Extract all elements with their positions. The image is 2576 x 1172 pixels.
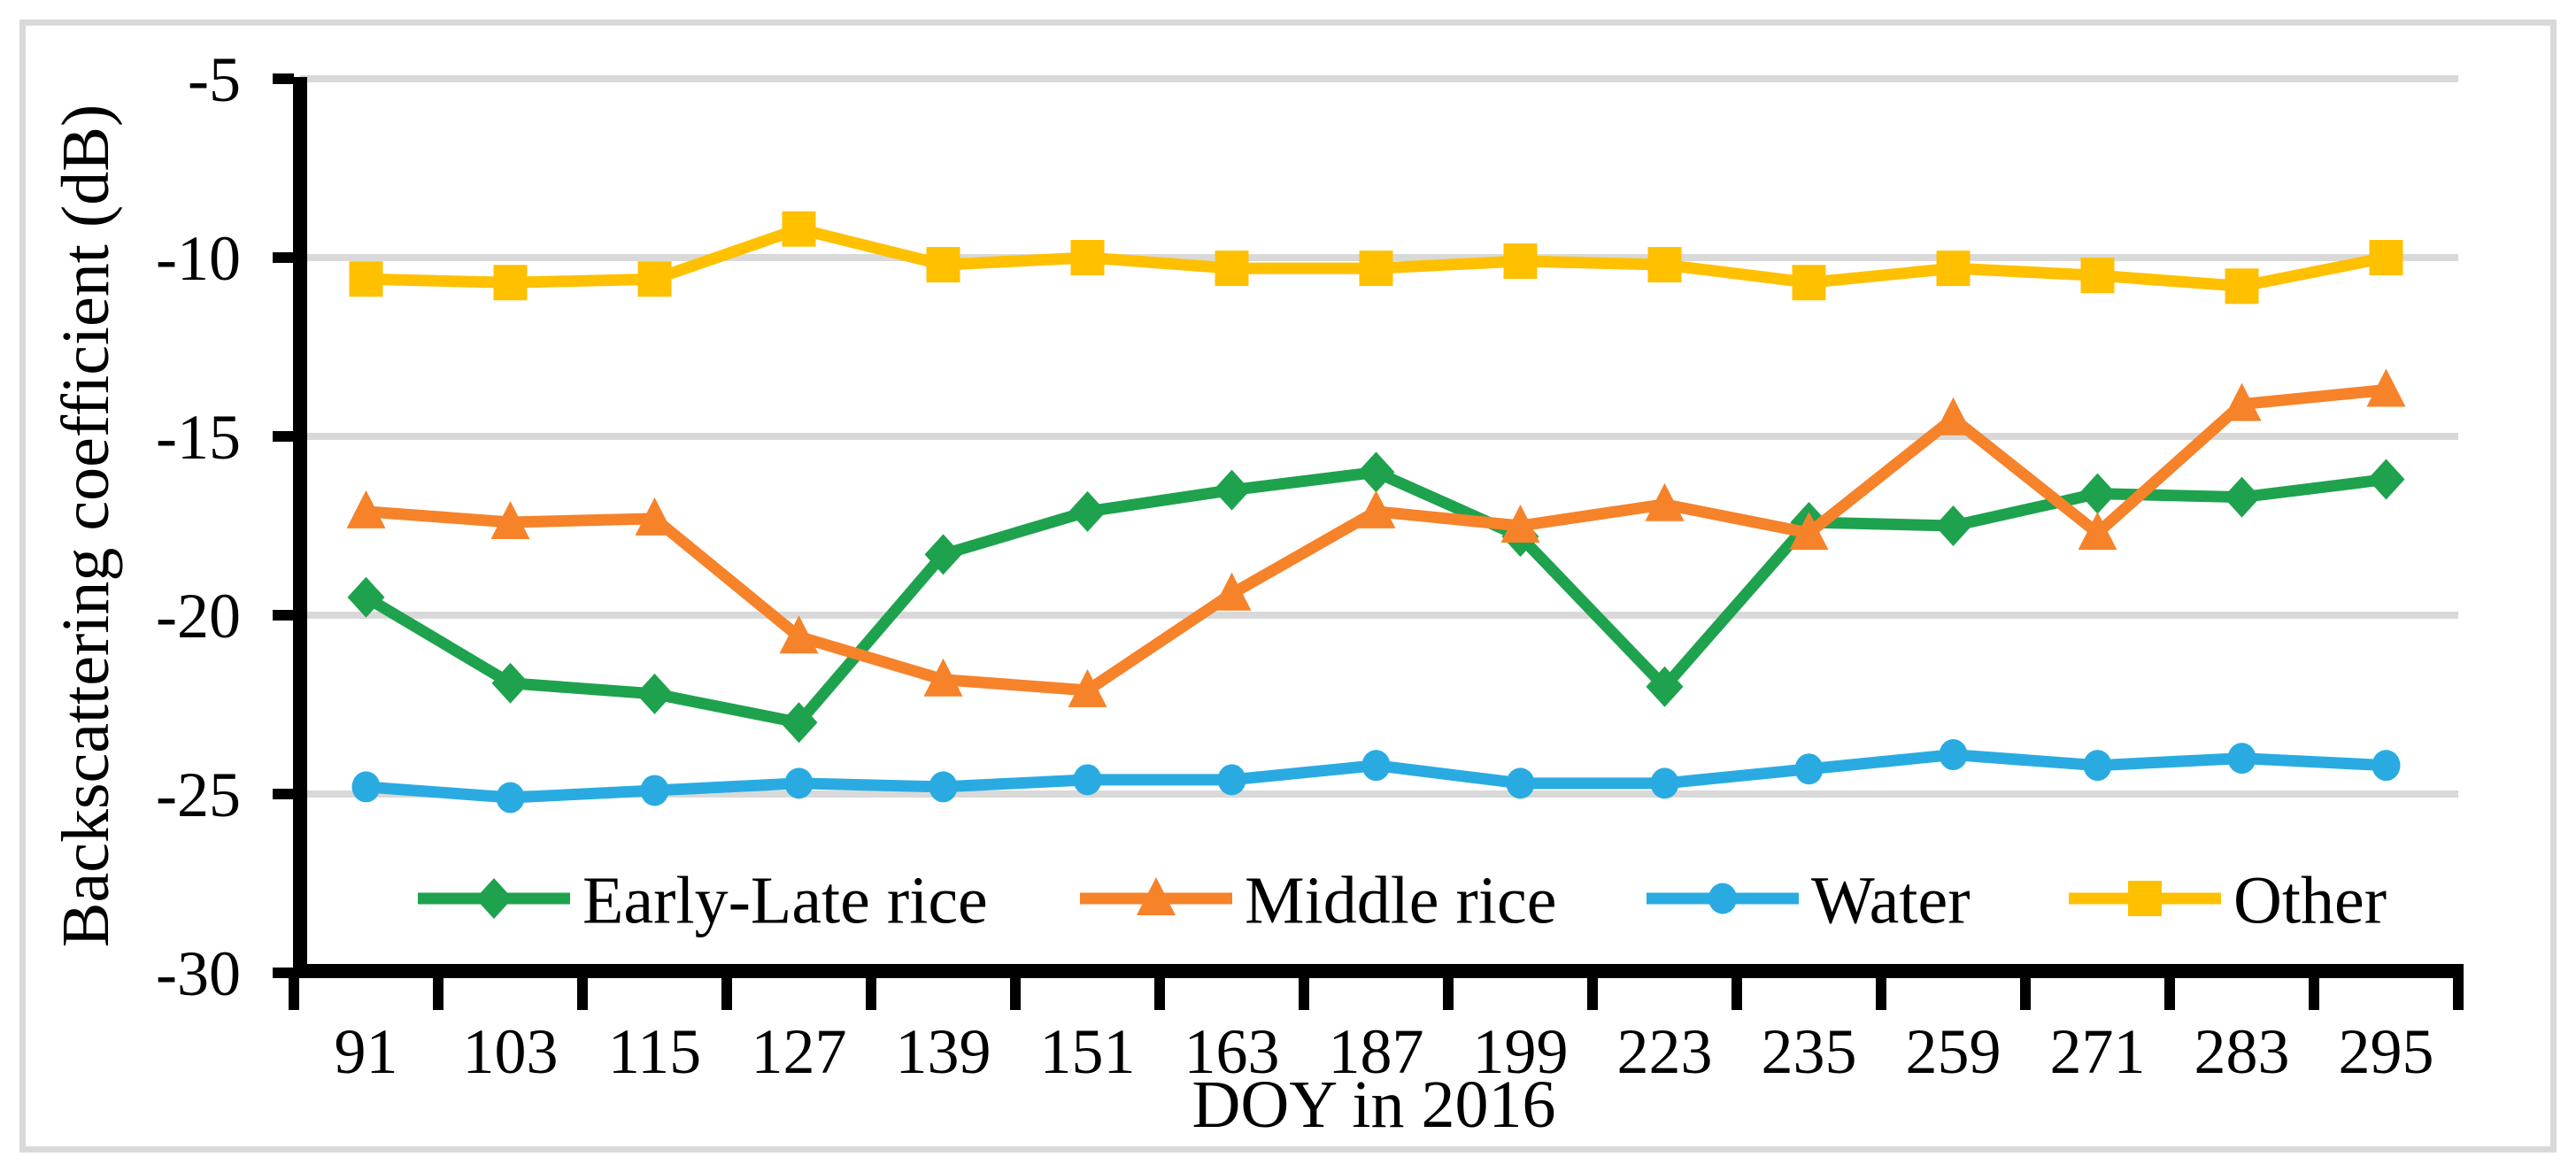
diamond-marker-103 <box>491 662 529 704</box>
x-tick-label: 163 <box>1184 1016 1280 1087</box>
square-marker-103 <box>493 265 528 301</box>
x-tick-label: 199 <box>1473 1016 1569 1087</box>
square-marker-115 <box>637 261 672 297</box>
triangle-marker-127 <box>779 615 819 654</box>
square-marker-283 <box>2225 268 2259 305</box>
y-tick-label: -30 <box>156 938 241 1009</box>
square-marker-187 <box>1359 251 1393 287</box>
triangle-marker-283 <box>2222 382 2262 421</box>
x-tick-label: 259 <box>1906 1016 2001 1087</box>
triangle-marker-295 <box>2366 368 2406 407</box>
triangle-marker-91 <box>346 490 386 528</box>
legend-group: Early-Late rice Middle rice Water Other <box>418 863 2387 937</box>
triangle-marker-151 <box>1068 668 1107 707</box>
triangle-marker-271 <box>2078 512 2117 551</box>
series-group <box>346 211 2406 813</box>
circle-marker-271 <box>2083 750 2112 782</box>
triangle-marker-187 <box>1356 490 1396 528</box>
circle-marker-187 <box>1361 750 1391 782</box>
diamond-marker-163 <box>1213 469 1251 511</box>
x-tick-label: 139 <box>896 1016 991 1087</box>
diamond-marker-151 <box>1068 490 1107 532</box>
diamond-marker-127 <box>780 702 818 744</box>
circle-marker-139 <box>929 771 958 803</box>
circle-marker-151 <box>1073 764 1102 796</box>
circle-marker-223 <box>1650 767 1679 799</box>
x-tick-label: 235 <box>1762 1016 1857 1087</box>
diamond-marker-271 <box>2079 473 2117 514</box>
diamond-marker-223 <box>1646 666 1684 707</box>
legend-diamond-marker <box>475 878 513 919</box>
circle-marker-199 <box>1506 767 1535 799</box>
y-tick-label: -20 <box>156 581 241 652</box>
circle-marker-283 <box>2227 743 2256 775</box>
y-tick-label: -15 <box>156 402 241 473</box>
square-marker-235 <box>1792 265 1826 301</box>
y-tick-label: -10 <box>156 223 241 294</box>
circle-marker-235 <box>1794 753 1824 785</box>
x-tick-label: 127 <box>752 1016 847 1087</box>
legend-label: Water <box>1811 863 1971 937</box>
circle-marker-127 <box>784 767 814 799</box>
square-marker-91 <box>349 261 383 297</box>
square-marker-151 <box>1070 240 1105 275</box>
legend-triangle-marker <box>1137 877 1176 915</box>
y-tick-label: -5 <box>188 44 241 115</box>
x-tick-label: 271 <box>2050 1016 2146 1087</box>
triangle-marker-259 <box>1933 397 1973 436</box>
square-marker-295 <box>2369 240 2403 275</box>
triangle-marker-199 <box>1500 505 1540 543</box>
circle-marker-295 <box>2372 750 2401 782</box>
diamond-marker-295 <box>2367 459 2405 500</box>
square-marker-259 <box>1936 251 1971 287</box>
triangle-marker-163 <box>1212 572 1252 611</box>
square-marker-163 <box>1215 251 1249 287</box>
legend-label: Middle rice <box>1245 863 1556 937</box>
x-tick-label: 295 <box>2339 1016 2434 1087</box>
legend-label: Other <box>2233 863 2387 937</box>
y-axis-title: Backscattering coefficient (dB) <box>49 104 123 947</box>
square-marker-127 <box>782 211 816 247</box>
x-tick-label: 103 <box>463 1016 559 1087</box>
x-axis-title: DOY in 2016 <box>1192 1068 1556 1142</box>
square-marker-139 <box>926 247 960 283</box>
circle-marker-103 <box>496 782 525 813</box>
axes-group: -5 -10 -15 -20 -25 -30 91 103 115 127 139 151 163 187… <box>156 44 2464 1087</box>
diamond-marker-139 <box>924 534 962 575</box>
triangle-marker-235 <box>1789 512 1829 551</box>
diamond-marker-259 <box>1934 505 1972 546</box>
diamond-marker-283 <box>2223 476 2261 518</box>
y-tick-label: -25 <box>156 759 241 830</box>
circle-marker-259 <box>1939 739 1968 771</box>
diamond-marker-91 <box>347 576 385 618</box>
x-tick-label: 283 <box>2194 1016 2290 1087</box>
legend-circle-marker <box>1708 883 1737 914</box>
x-tick-label: 151 <box>1040 1016 1136 1087</box>
circle-marker-163 <box>1217 764 1246 796</box>
circle-marker-91 <box>351 771 381 803</box>
triangle-marker-139 <box>923 658 963 697</box>
square-marker-199 <box>1503 243 1538 280</box>
x-tick-label: 91 <box>335 1016 398 1087</box>
triangle-marker-223 <box>1645 482 1685 521</box>
x-tick-label: 187 <box>1329 1016 1424 1087</box>
legend-square-marker <box>2128 881 2162 916</box>
circle-marker-115 <box>640 775 669 806</box>
square-marker-271 <box>2080 258 2115 294</box>
diamond-marker-187 <box>1357 451 1395 493</box>
x-tick-label: 223 <box>1617 1016 1713 1087</box>
triangle-marker-115 <box>635 497 675 536</box>
legend-label: Early-Late rice <box>582 863 988 937</box>
square-marker-223 <box>1647 247 1682 283</box>
figure-border <box>19 19 2557 1153</box>
diamond-marker-115 <box>636 673 674 714</box>
triangle-marker-103 <box>490 500 530 539</box>
x-tick-label: 115 <box>608 1016 701 1087</box>
